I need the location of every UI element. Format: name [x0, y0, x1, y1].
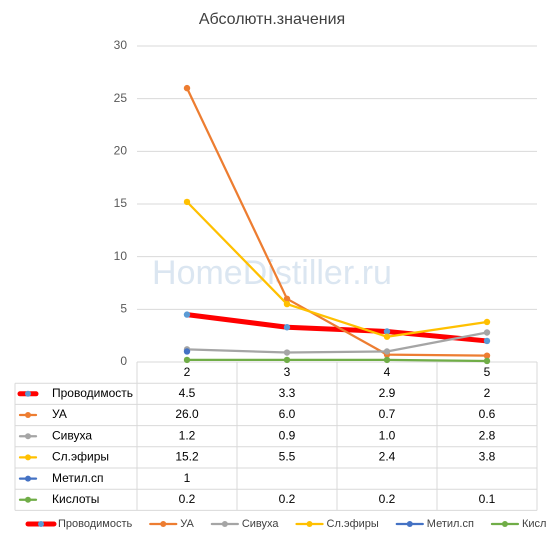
- legend-marker: [406, 521, 413, 527]
- data-point: [483, 337, 491, 345]
- table-cell: 0.7: [379, 407, 396, 421]
- legend-marker: [25, 454, 31, 461]
- x-tick-label: 4: [384, 365, 391, 379]
- table-cell: 0.1: [479, 492, 496, 506]
- data-point: [283, 295, 291, 302]
- data-point: [383, 356, 391, 364]
- legend-label: Сивуха: [242, 518, 280, 530]
- legend-label: УА: [180, 518, 194, 530]
- table-cell: 1.2: [179, 428, 196, 442]
- table-cell: 2.4: [379, 450, 396, 464]
- table-row-label: Сл.эфиры: [52, 450, 109, 464]
- table-row-label: Кислоты: [52, 492, 99, 506]
- data-point: [483, 352, 491, 359]
- x-tick-label: 2: [184, 365, 191, 379]
- data-point: [183, 356, 191, 364]
- table-cell: 5.5: [279, 450, 296, 464]
- data-point: [183, 84, 191, 92]
- table-cell: 3.8: [479, 450, 496, 464]
- data-point: [183, 198, 191, 206]
- legend-marker: [25, 475, 31, 482]
- table-cell: 6.0: [279, 407, 296, 421]
- table-cell: 2.9: [379, 386, 396, 400]
- table-cell: 0.2: [279, 492, 296, 506]
- table-cell: 26.0: [175, 407, 199, 421]
- table-cell: 1: [184, 471, 191, 485]
- data-point: [383, 328, 391, 335]
- watermark: HomeDistiller.ru: [152, 254, 392, 292]
- legend-marker: [221, 521, 228, 527]
- data-point: [283, 349, 291, 356]
- legend-marker: [306, 521, 313, 527]
- table-cell: 15.2: [175, 450, 199, 464]
- legend-label: Метил.сп: [427, 518, 474, 530]
- series-line: [186, 201, 488, 338]
- table-cell: 0.9: [279, 428, 296, 442]
- legend-marker: [25, 496, 31, 503]
- table-cell: 3.3: [279, 386, 296, 400]
- y-tick-label: 0: [120, 354, 127, 368]
- table-row-label: УА: [52, 407, 67, 421]
- legend-marker: [25, 390, 31, 397]
- table-row-label: Метил.сп: [52, 471, 103, 485]
- legend-marker: [501, 521, 508, 527]
- y-tick-label: 5: [120, 302, 127, 316]
- series-line: [185, 87, 488, 357]
- data-point: [483, 357, 491, 365]
- data-point: [183, 348, 191, 355]
- table-cell: 2.8: [479, 428, 496, 442]
- data-point: [383, 348, 391, 355]
- y-tick-label: 20: [114, 144, 128, 158]
- legend-label: Кислоты: [522, 518, 547, 530]
- table-cell: 0.2: [179, 492, 196, 506]
- legend-marker: [25, 433, 31, 440]
- x-tick-label: 5: [484, 365, 491, 379]
- series-line: [186, 312, 488, 344]
- table-cell: 0.6: [479, 407, 496, 421]
- table-row-label: Сивуха: [52, 428, 92, 442]
- table-cell: 1.0: [379, 428, 396, 442]
- chart-title: Абсолютн.значения: [199, 11, 345, 28]
- data-point: [383, 333, 391, 340]
- legend-marker: [38, 521, 44, 527]
- data-point: [483, 329, 491, 336]
- data-point: [283, 300, 291, 308]
- data-point: [483, 318, 491, 326]
- y-tick-label: 25: [114, 91, 128, 105]
- legend-label: Сл.эфиры: [327, 518, 379, 530]
- series-line: [187, 358, 488, 363]
- x-tick-label: 3: [284, 365, 291, 379]
- legend-marker: [25, 412, 31, 418]
- y-tick-label: 10: [114, 249, 128, 263]
- y-tick-label: 15: [114, 196, 128, 210]
- table-cell: 2: [484, 386, 491, 400]
- legend-label: Проводимость: [58, 518, 133, 530]
- series-line: [186, 331, 488, 354]
- table-cell: 4.5: [179, 386, 196, 400]
- data-point: [183, 311, 191, 318]
- y-tick-label: 30: [114, 38, 128, 52]
- data-point: [283, 324, 291, 331]
- legend-marker: [160, 521, 167, 527]
- table-cell: 0.2: [379, 492, 396, 506]
- data-point: [283, 356, 291, 364]
- table-row-label: Проводимость: [52, 386, 133, 400]
